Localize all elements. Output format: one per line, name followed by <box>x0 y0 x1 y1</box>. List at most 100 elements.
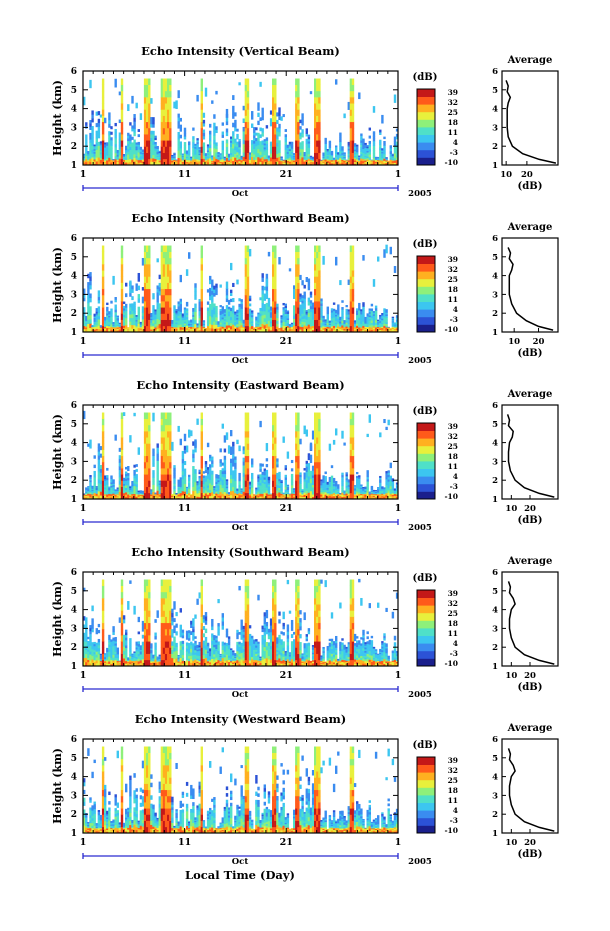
echo-cell <box>263 151 266 154</box>
echo-cell <box>372 162 376 166</box>
echo-cell <box>246 127 250 135</box>
echo-cell <box>238 82 241 86</box>
echo-cell <box>253 154 256 158</box>
echo-cell <box>211 156 214 158</box>
echo-cell <box>95 161 98 166</box>
echo-cell <box>223 327 227 330</box>
echo-cell <box>276 112 279 117</box>
echo-cell <box>185 489 189 491</box>
echo-cell <box>356 310 359 313</box>
echo-cell <box>131 496 134 499</box>
echo-cell <box>307 162 311 166</box>
echo-cell <box>156 145 159 148</box>
echo-cell <box>276 329 279 333</box>
echo-cell <box>320 162 323 164</box>
echo-cell <box>377 160 380 162</box>
colorbar-unit: (dB) <box>413 72 438 83</box>
echo-cell <box>374 157 378 159</box>
echo-cell <box>217 327 220 329</box>
echo-cell <box>242 320 245 322</box>
echo-cell <box>339 137 342 140</box>
echo-cell <box>118 466 122 471</box>
echo-cell <box>305 277 308 283</box>
echo-cell <box>324 322 327 324</box>
echo-cell <box>177 131 180 136</box>
echo-cell <box>385 322 388 325</box>
echo-cell <box>349 282 353 290</box>
echo-cell <box>322 159 325 161</box>
echo-cell <box>217 324 220 326</box>
echo-cell <box>122 488 126 491</box>
echo-cell <box>171 157 174 159</box>
echo-cell <box>280 160 283 162</box>
echo-cell <box>337 160 340 162</box>
echo-cell <box>393 329 397 331</box>
echo-cell <box>190 330 193 332</box>
echo-cell <box>362 255 365 261</box>
echo-cell <box>288 145 292 148</box>
echo-cell <box>303 291 306 296</box>
echo-cell <box>290 143 294 146</box>
echo-cell <box>93 144 96 147</box>
echo-cell <box>133 124 136 129</box>
echo-cell <box>127 475 130 479</box>
echo-cell <box>383 145 386 148</box>
echo-cell <box>114 492 117 494</box>
echo-cell <box>83 156 86 158</box>
echo-cell <box>154 493 157 494</box>
echo-cell <box>215 90 218 95</box>
echo-cell <box>183 476 187 481</box>
echo-cell <box>213 303 216 308</box>
echo-cell <box>91 327 94 329</box>
echo-cell <box>175 318 178 321</box>
echo-cell <box>286 316 290 319</box>
echo-cell <box>110 497 113 500</box>
echo-cell <box>198 299 201 302</box>
echo-cell <box>198 324 201 328</box>
echo-cell <box>379 328 382 330</box>
echo-cell <box>120 84 124 92</box>
echo-cell <box>93 464 96 469</box>
echo-cell <box>234 142 237 147</box>
echo-cell <box>274 276 277 283</box>
echo-cell <box>242 118 245 124</box>
echo-cell <box>175 160 178 161</box>
echo-cell <box>353 146 357 149</box>
echo-cell <box>244 245 248 252</box>
echo-cell <box>288 326 292 328</box>
echo-cell <box>196 325 199 327</box>
echo-cell <box>236 311 239 314</box>
echo-cell <box>120 294 124 302</box>
panel-2: Echo Intensity (Northward Beam)1 11 21 1123… <box>51 211 559 366</box>
echo-cell <box>125 159 128 162</box>
echo-cell <box>219 157 222 159</box>
echo-cell <box>104 318 107 320</box>
echo-cell <box>91 492 94 494</box>
echo-cell <box>374 162 378 164</box>
echo-cell <box>324 319 327 321</box>
colorbar-swatch <box>417 324 435 333</box>
echo-cell <box>328 321 332 323</box>
echo-cell <box>114 494 117 496</box>
echo-cell <box>360 147 363 150</box>
echo-cell <box>320 308 323 311</box>
echo-cell <box>343 160 346 162</box>
echo-cell <box>114 490 117 492</box>
echo-cell <box>177 308 180 312</box>
echo-cell <box>152 412 155 422</box>
echo-cell <box>162 115 166 123</box>
echo-cell <box>372 145 376 149</box>
echo-cell <box>391 158 395 160</box>
echo-cell <box>358 315 361 318</box>
echo-cell <box>221 308 224 311</box>
echo-cell <box>188 490 191 494</box>
echo-cell <box>364 144 367 147</box>
echo-cell <box>101 288 105 296</box>
echo-cell <box>137 147 140 150</box>
echo-cell <box>146 307 149 314</box>
echo-cell <box>146 301 149 308</box>
echo-cell <box>347 145 350 148</box>
echo-cell <box>286 160 290 163</box>
echo-cell <box>377 319 380 321</box>
echo-cell <box>381 314 384 317</box>
